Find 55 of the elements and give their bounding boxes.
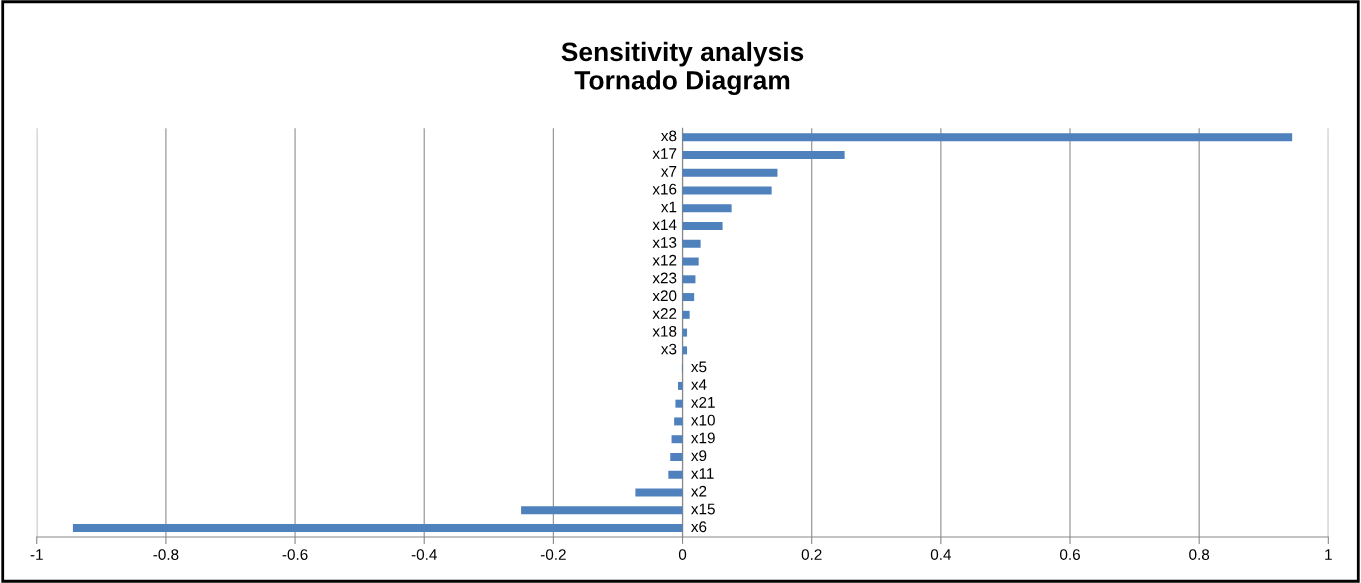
bar	[668, 470, 683, 479]
y-tick-label: x10	[691, 414, 715, 426]
bar	[682, 186, 772, 195]
y-tick-label: x7	[661, 166, 677, 177]
bar	[682, 257, 699, 266]
bar	[682, 239, 701, 248]
x-tick-label: -0.8	[153, 549, 179, 560]
y-tick-label: x19	[691, 432, 715, 444]
x-tick-label: -0.6	[282, 549, 308, 560]
x-tick-label: 0.4	[930, 549, 952, 560]
y-tick-label: x15	[691, 503, 715, 515]
bar	[674, 417, 683, 426]
bar	[682, 221, 723, 230]
y-tick-label: x9	[691, 450, 707, 462]
x-tick-label: 0.6	[1060, 549, 1080, 560]
bar	[675, 399, 683, 408]
y-tick-label: x11	[691, 468, 714, 479]
y-tick-label: x13	[652, 237, 677, 248]
bar	[671, 435, 683, 444]
x-tick-label: 0	[678, 549, 687, 560]
y-tick-label: x16	[652, 183, 677, 195]
bar	[682, 310, 690, 319]
y-tick-label: x17	[652, 148, 677, 159]
bar	[682, 275, 696, 284]
x-tick-label: -0.4	[411, 549, 437, 560]
bar	[682, 293, 695, 302]
y-tick-label: x20	[652, 290, 677, 302]
bar	[682, 150, 845, 159]
x-tick-label: 0.2	[801, 549, 822, 560]
bar	[670, 452, 683, 461]
y-tick-label: x3	[661, 343, 677, 355]
y-tick-label: x4	[691, 379, 707, 390]
x-tick-label: 1	[1325, 549, 1332, 560]
x-tick-label: -0.2	[540, 549, 566, 560]
bar	[682, 133, 1293, 142]
y-tick-label: x22	[652, 308, 677, 319]
bar	[635, 488, 683, 497]
y-tick-label: x14	[652, 219, 677, 230]
y-tick-label: x21	[691, 396, 715, 408]
chart-title: Sensitivity analysis Tornado Diagram	[561, 41, 804, 95]
y-tick-label: x1	[661, 201, 677, 213]
y-tick-label: x23	[652, 272, 677, 284]
y-tick-label: x2	[691, 485, 707, 497]
y-tick-label: x5	[691, 361, 707, 373]
bar	[72, 524, 683, 533]
y-tick-label: x12	[652, 254, 677, 266]
y-tick-label: x8	[661, 130, 677, 142]
y-tick-label: x6	[691, 521, 707, 533]
x-tick-label: -1	[30, 549, 43, 560]
y-tick-label: x18	[652, 325, 677, 337]
bar	[678, 381, 683, 390]
bar	[521, 506, 683, 515]
bar	[682, 168, 778, 177]
x-tick-label: 0.8	[1189, 549, 1210, 560]
bar	[682, 204, 732, 213]
